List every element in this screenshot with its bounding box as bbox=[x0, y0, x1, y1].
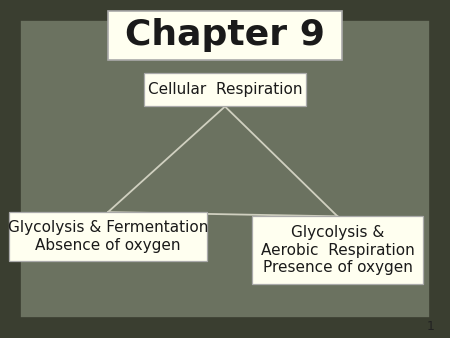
FancyBboxPatch shape bbox=[9, 212, 207, 261]
Text: Glycolysis &
Aerobic  Respiration
Presence of oxygen: Glycolysis & Aerobic Respiration Presenc… bbox=[261, 225, 414, 275]
FancyBboxPatch shape bbox=[144, 73, 306, 106]
Text: Glycolysis & Fermentation
Absence of oxygen: Glycolysis & Fermentation Absence of oxy… bbox=[8, 220, 208, 253]
FancyBboxPatch shape bbox=[252, 216, 423, 284]
Text: 1: 1 bbox=[427, 320, 434, 333]
Text: Cellular  Respiration: Cellular Respiration bbox=[148, 82, 302, 97]
FancyBboxPatch shape bbox=[108, 11, 342, 60]
Text: Chapter 9: Chapter 9 bbox=[125, 19, 325, 52]
